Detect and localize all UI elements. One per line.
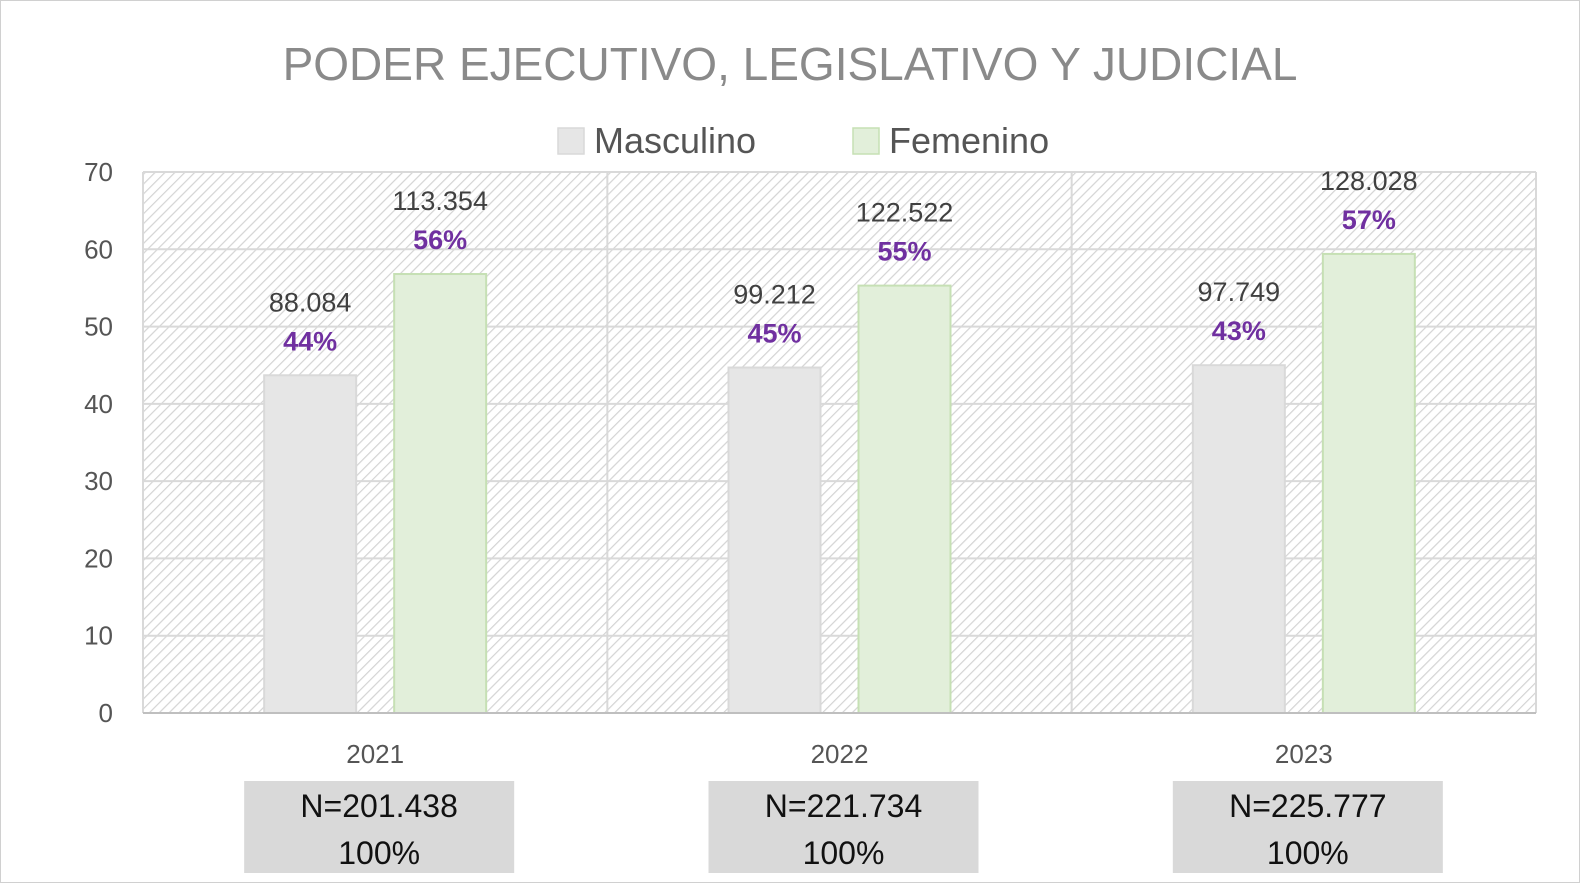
bar-femenino-2022 — [857, 284, 952, 714]
bar-femenino-2023 — [1321, 252, 1416, 714]
y-tick-label: 30 — [84, 466, 113, 496]
y-tick-label: 20 — [84, 543, 113, 573]
y-tick-label: 10 — [84, 621, 113, 651]
plot-area — [143, 172, 1536, 713]
bar-masculino-2023 — [1191, 364, 1286, 714]
count-label-masculino-2022: 99.212 — [733, 280, 816, 310]
pct-label-masculino-2022: 45% — [747, 319, 801, 349]
legend-label-masculino: Masculino — [594, 120, 756, 161]
count-label-masculino-2021: 88.084 — [269, 287, 352, 317]
count-label-femenino-2023: 128.028 — [1320, 166, 1418, 196]
x-tick-label-2021: 2021 — [346, 739, 404, 769]
chart-title: PODER EJECUTIVO, LEGISLATIVO Y JUDICIAL — [283, 38, 1298, 90]
bar-masculino-2022 — [727, 366, 822, 714]
pct-label-femenino-2023: 57% — [1342, 205, 1396, 235]
count-label-masculino-2023: 97.749 — [1198, 277, 1281, 307]
pct-label-femenino-2022: 55% — [877, 237, 931, 267]
legend-swatch-femenino — [852, 127, 880, 155]
total-pct-2023: 100% — [1267, 835, 1349, 871]
y-tick-label: 70 — [84, 157, 113, 187]
count-label-femenino-2021: 113.354 — [392, 186, 488, 216]
x-tick-label-2022: 2022 — [811, 739, 869, 769]
total-box-2022 — [708, 781, 979, 873]
total-box-2021 — [244, 781, 515, 873]
legend: Masculino Femenino — [557, 120, 1049, 161]
y-tick-label: 60 — [84, 234, 113, 264]
total-pct-2022: 100% — [803, 835, 885, 871]
pct-label-femenino-2021: 56% — [413, 225, 467, 255]
y-tick-label: 40 — [84, 389, 113, 419]
x-tick-label-2023: 2023 — [1275, 739, 1333, 769]
total-box-2023 — [1172, 781, 1443, 873]
totals-table: N=201.438 100% N=221.734 100% N=225.777 100% — [244, 781, 1443, 873]
y-tick-label: 0 — [99, 698, 113, 728]
count-label-femenino-2022: 122.522 — [856, 198, 954, 228]
total-n-2021: N=201.438 — [300, 788, 457, 824]
data-labels: 88.084 44% 113.354 56% 99.212 45% 122.522 55% 97… — [269, 166, 1418, 356]
axes: 0 10 20 30 40 50 60 70 2021 2022 2023 — [84, 157, 1536, 769]
bar-femenino-2021 — [393, 273, 488, 714]
bars — [263, 252, 1416, 714]
pct-label-masculino-2023: 43% — [1212, 316, 1266, 346]
y-tick-label: 50 — [84, 312, 113, 342]
gridlines — [142, 171, 1537, 714]
legend-label-femenino: Femenino — [889, 120, 1049, 161]
bar-masculino-2021 — [263, 374, 358, 714]
total-n-2022: N=221.734 — [765, 788, 922, 824]
total-n-2023: N=225.777 — [1229, 788, 1386, 824]
legend-swatch-masculino — [557, 127, 585, 155]
total-pct-2021: 100% — [338, 835, 420, 871]
pct-label-masculino-2021: 44% — [283, 326, 337, 356]
